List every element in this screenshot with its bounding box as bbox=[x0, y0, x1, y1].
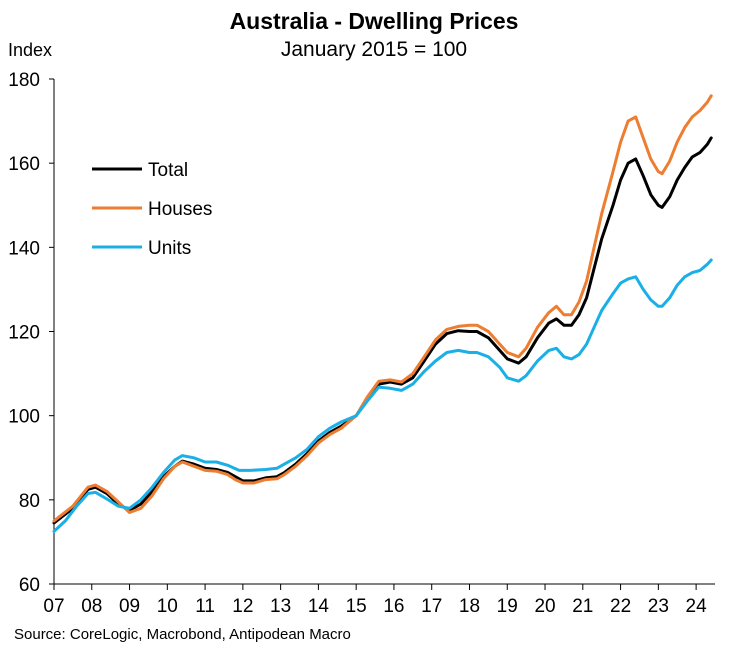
y-tick-label: 80 bbox=[19, 491, 40, 512]
chart-title: Australia - Dwelling Prices bbox=[229, 8, 519, 34]
x-tick-label: 23 bbox=[648, 596, 669, 617]
x-tick-label: 08 bbox=[81, 596, 102, 617]
x-tick-label: 11 bbox=[195, 596, 215, 617]
legend-label-units: Units bbox=[148, 238, 191, 259]
legend-label-houses: Houses bbox=[148, 199, 212, 220]
x-tick-label: 10 bbox=[157, 596, 178, 617]
y-tick-label: 100 bbox=[8, 407, 40, 428]
x-tick-label: 24 bbox=[686, 596, 708, 617]
x-tick-label: 16 bbox=[383, 596, 404, 617]
x-tick-label: 21 bbox=[572, 596, 593, 617]
source-note: Source: CoreLogic, Macrobond, Antipodean… bbox=[14, 626, 351, 643]
y-tick-label: 160 bbox=[8, 154, 40, 175]
y-tick-label: 120 bbox=[8, 323, 40, 344]
x-tick-label: 22 bbox=[610, 596, 631, 617]
x-tick-label: 15 bbox=[346, 596, 367, 617]
x-tick-label: 09 bbox=[119, 596, 140, 617]
chart-subtitle: January 2015 = 100 bbox=[280, 38, 468, 61]
x-tick-label: 18 bbox=[459, 596, 480, 617]
x-tick-label: 12 bbox=[232, 596, 253, 617]
x-tick-label: 07 bbox=[43, 596, 64, 617]
x-tick-label: 20 bbox=[534, 596, 555, 617]
x-tick-label: 14 bbox=[308, 596, 330, 617]
y-tick-label: 140 bbox=[8, 238, 40, 259]
series-line-total bbox=[52, 136, 713, 525]
series-line-units bbox=[52, 258, 713, 533]
series-line-houses bbox=[52, 94, 713, 523]
y-tick-label: 180 bbox=[8, 70, 40, 91]
y-axis-label: Index bbox=[8, 40, 53, 60]
x-tick-label: 17 bbox=[421, 596, 442, 617]
x-tick-label: 19 bbox=[497, 596, 518, 617]
x-tick-label: 13 bbox=[270, 596, 291, 617]
y-tick-label: 60 bbox=[19, 575, 40, 596]
legend-label-total: Total bbox=[148, 160, 188, 181]
